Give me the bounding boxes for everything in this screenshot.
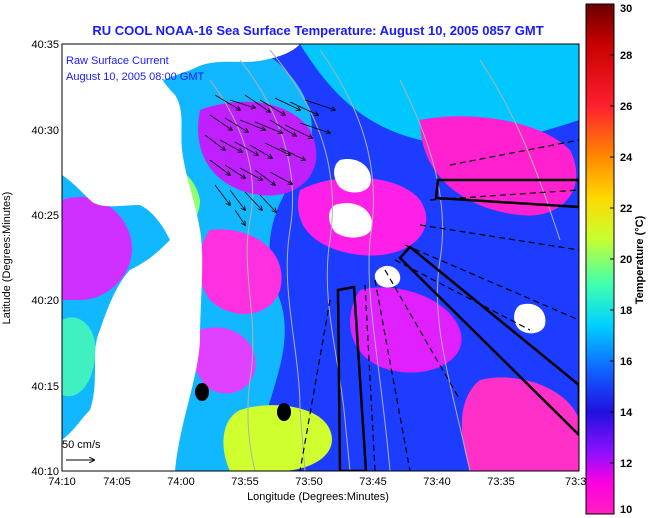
current-vector — [219, 139, 242, 152]
x-axis-label: Longitude (Degrees:Minutes) — [247, 491, 389, 503]
current-vector — [214, 184, 230, 205]
sampling-box-east — [434, 178, 579, 209]
land-new-jersey — [62, 44, 203, 471]
current-vector — [284, 124, 312, 138]
current-vector — [224, 164, 245, 178]
sst-region-magenta — [198, 229, 282, 314]
colorbar-tick-label: 16 — [620, 356, 632, 368]
colorbar-tick-label: 18 — [620, 305, 632, 317]
current-vector — [269, 119, 296, 136]
current-vector — [304, 99, 335, 110]
x-tick-label: 73:40 — [423, 476, 451, 488]
x-tick-label: 73:55 — [231, 476, 259, 488]
colorbar-tick-label: 10 — [620, 504, 632, 516]
current-vector — [289, 101, 318, 115]
land-north — [62, 44, 300, 105]
x-tick-label: 74:10 — [48, 476, 76, 488]
sst-region-magenta — [461, 377, 579, 471]
station-marker — [195, 383, 209, 401]
sst-region-purple — [62, 196, 132, 300]
current-vector — [269, 171, 292, 184]
current-vector — [244, 191, 262, 210]
sst-region-green — [62, 317, 96, 397]
sampling-box-south — [336, 285, 368, 471]
x-tick-label: 73:35 — [487, 476, 515, 488]
cloud-mask — [334, 159, 371, 193]
map-title: RU COOL NOAA-16 Sea Surface Temperature:… — [92, 23, 543, 38]
colorbar-tick-label: 12 — [620, 458, 632, 470]
map-frame — [61, 43, 580, 472]
x-tick-label: 73:45 — [359, 476, 387, 488]
colorbar-ticks: 30 28 26 24 22 20 18 16 14 12 10 — [610, 3, 633, 516]
current-vector — [299, 122, 330, 133]
current-vector — [254, 121, 282, 133]
y-tick-label: 40:25 — [31, 210, 59, 222]
current-vector — [259, 194, 276, 212]
current-vector — [274, 97, 300, 110]
current-vector — [234, 141, 258, 155]
legend-line-1: Raw Surface Current — [66, 55, 169, 67]
x-tick-label: 74:05 — [103, 476, 131, 488]
colorbar-tick-label: 20 — [620, 254, 632, 266]
current-vector — [229, 189, 245, 210]
y-tick-label: 40:15 — [31, 381, 59, 393]
colorbar-tick-label: 28 — [620, 50, 632, 62]
sst-region-magenta — [190, 327, 256, 394]
current-vector — [279, 147, 305, 160]
cloud-mask — [329, 202, 373, 238]
current-vector — [239, 119, 265, 130]
y-tick-label: 40:35 — [31, 39, 59, 51]
surface-current-vectors — [204, 94, 335, 225]
sst-region-magenta — [350, 287, 462, 373]
current-vector — [244, 94, 270, 112]
colorbar-tick-label: 30 — [620, 3, 632, 15]
sst-region-cyan-north — [300, 44, 579, 144]
current-vector — [249, 144, 272, 158]
current-vector — [239, 167, 262, 180]
colorbar-label: Temperature (°C) — [634, 215, 646, 304]
current-vector — [214, 94, 240, 110]
sst-region-magenta — [420, 116, 577, 216]
current-vector — [224, 117, 248, 132]
current-vector — [204, 134, 225, 150]
sst-map-panel — [62, 44, 579, 471]
x-tick-label: 73:50 — [295, 476, 323, 488]
x-axis: 74:10 74:05 74:00 73:55 73:50 73:45 73:4… — [48, 476, 592, 503]
y-tick-label: 40:30 — [31, 125, 59, 137]
station-marker — [277, 403, 291, 421]
current-vector — [234, 209, 245, 225]
colorbar-tick-label: 14 — [620, 407, 633, 419]
sampling-boxes — [336, 178, 579, 471]
current-vector — [209, 159, 230, 175]
colorbar: Temperature (°C) — [585, 3, 646, 515]
y-axis: 40:35 40:30 40:25 40:20 40:15 40:10 Lati… — [1, 39, 59, 478]
colorbar-tick-label: 24 — [620, 152, 633, 164]
y-tick-label: 40:10 — [31, 466, 59, 478]
legend-line-2: August 10, 2005 08:00 GMT — [66, 71, 204, 83]
current-vector — [209, 114, 232, 130]
colorbar-tick-label: 26 — [620, 101, 632, 113]
cloud-mask — [94, 153, 129, 187]
current-vector — [254, 169, 275, 185]
current-vector — [229, 99, 255, 108]
sst-region-warm — [223, 405, 332, 471]
colorbar-gradient — [585, 3, 615, 515]
y-axis-label: Latitude (Degrees:Minutes) — [1, 192, 13, 325]
colorbar-tick-label: 22 — [620, 203, 632, 215]
sampling-box-southeast — [398, 245, 579, 437]
cloud-mask — [374, 265, 401, 288]
bathymetry-contours — [209, 49, 561, 471]
current-vector — [264, 142, 290, 155]
x-tick-label: 74:00 — [167, 476, 195, 488]
y-tick-label: 40:20 — [31, 295, 59, 307]
scale-label: 50 cm/s — [62, 439, 101, 451]
current-vector — [259, 99, 285, 115]
